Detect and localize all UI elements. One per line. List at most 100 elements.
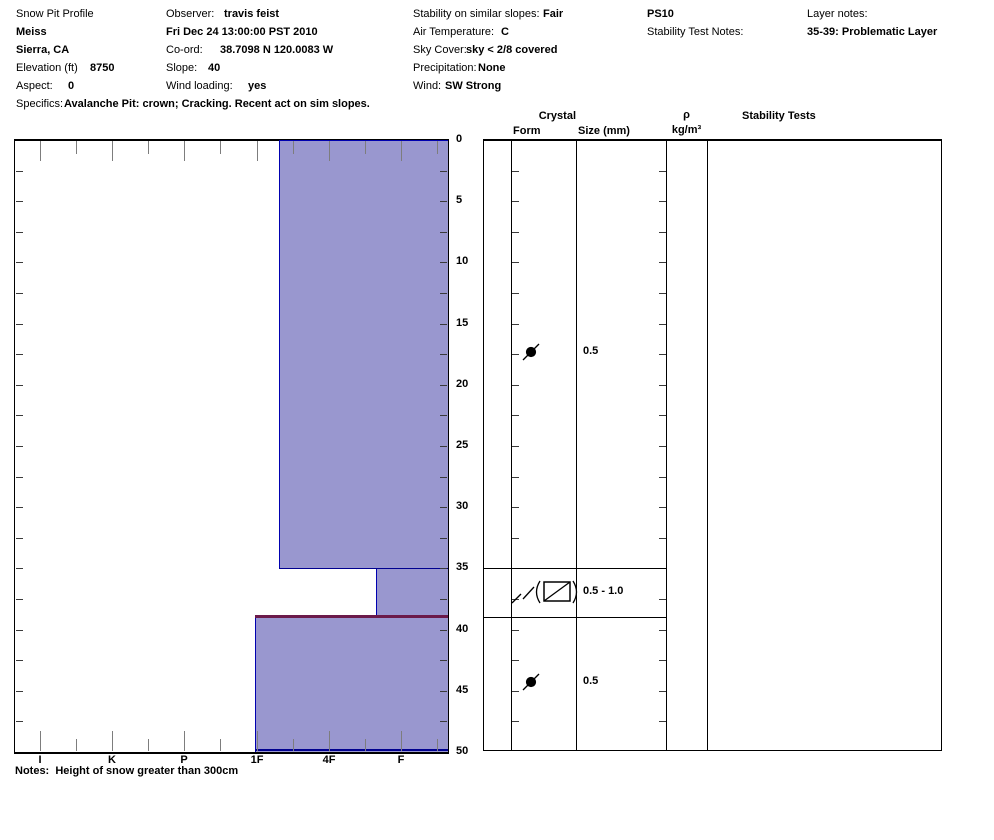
hardness-axis-label: 1F	[250, 754, 264, 766]
hardness-axis-label: K	[108, 754, 116, 766]
elevation-label: Elevation (ft)	[16, 62, 78, 74]
wind-value: SW Strong	[445, 80, 502, 92]
depth-tick-panel-right-rail	[659, 293, 666, 294]
depth-axis-label: 45	[456, 684, 469, 696]
layer-boundary-35cm	[279, 568, 448, 569]
layer-bottom-line-50cm	[255, 749, 448, 751]
hardness-major-tick-top	[184, 141, 185, 161]
hardness-minor-tick-top	[437, 141, 438, 154]
hardness-major-tick-bottom	[401, 731, 402, 751]
specifics-label: Specifics:	[16, 98, 64, 110]
depth-tick-panel-right-rail	[659, 599, 666, 600]
depth-tick-panel-left-rail	[512, 201, 519, 202]
depth-tick-panel-right-rail	[659, 507, 666, 508]
depth-tick-plot-right	[440, 507, 447, 508]
depth-tick-plot-right	[440, 568, 447, 569]
hardness-minor-tick-bottom	[437, 739, 438, 751]
hardness-major-tick-top	[40, 141, 41, 161]
depth-tick-panel-right-rail	[659, 721, 666, 722]
stability-similar-value: Fair	[543, 8, 564, 20]
depth-tick-panel-left-rail	[512, 293, 519, 294]
precipitation-value: None	[478, 62, 506, 74]
depth-tick-plot-right	[440, 691, 447, 692]
crystal-rounded-grain-slash-icon	[522, 343, 540, 361]
depth-tick-panel-left-rail	[512, 507, 519, 508]
depth-tick-panel-left-rail	[512, 691, 519, 692]
depth-axis-label: 10	[456, 255, 469, 267]
notes-line: Notes: Height of snow greater than 300cm	[15, 765, 239, 777]
hardness-axis-label: I	[38, 754, 42, 766]
panel-density-stability-divider	[707, 140, 708, 750]
depth-tick-panel-left-rail	[512, 171, 519, 172]
depth-tick-panel-left-rail	[512, 660, 519, 661]
report-title: Snow Pit Profile	[16, 8, 94, 20]
hardness-minor-tick-top	[293, 141, 294, 154]
depth-tick-panel-left-rail	[512, 630, 519, 631]
coord-label: Co-ord:	[166, 44, 203, 56]
hardness-major-tick-top	[329, 141, 330, 161]
aspect-label: Aspect:	[16, 80, 53, 92]
depth-tick-plot-right	[440, 599, 447, 600]
sky-cover-label: Sky Cover:	[413, 44, 467, 56]
snow-layer-bar-3	[255, 617, 448, 752]
depth-tick-plot-right	[440, 293, 447, 294]
panel-row-boundary-line	[483, 617, 666, 618]
depth-tick-panel-right-rail	[659, 446, 666, 447]
snow-layer-bar-2	[376, 568, 448, 617]
crystal-rounded-grain-slash-icon	[522, 673, 540, 691]
depth-tick-plot-left	[16, 599, 23, 600]
elevation-value: 8750	[90, 62, 115, 74]
depth-tick-plot-right	[440, 385, 447, 386]
depth-tick-panel-right-rail	[659, 324, 666, 325]
depth-axis-label: 20	[456, 378, 469, 390]
density-header-units: kg/m³	[671, 124, 702, 136]
depth-tick-plot-left	[16, 201, 23, 202]
depth-tick-plot-right	[440, 477, 447, 478]
crystal-header-line2: Form	[513, 125, 541, 137]
depth-tick-plot-left	[16, 538, 23, 539]
depth-axis-label: 25	[456, 439, 469, 451]
hardness-axis-label: P	[180, 754, 188, 766]
depth-tick-plot-left	[16, 262, 23, 263]
depth-tick-panel-left-rail	[512, 538, 519, 539]
size-column-header: Size (mm)	[578, 125, 630, 137]
depth-tick-plot-right	[440, 630, 447, 631]
grain-size-value: 0.5	[583, 675, 599, 687]
grain-size-value: 0.5	[583, 345, 599, 357]
depth-tick-panel-right-rail	[659, 630, 666, 631]
depth-tick-plot-right	[440, 721, 447, 722]
crystal-mixed-facets-icon	[511, 580, 578, 604]
depth-axis-label: 40	[456, 623, 469, 635]
depth-axis-label: 5	[456, 194, 463, 206]
observer-value: travis feist	[224, 8, 280, 20]
depth-tick-panel-left-rail	[512, 477, 519, 478]
depth-tick-panel-left-rail	[512, 415, 519, 416]
depth-tick-plot-left	[16, 477, 23, 478]
hardness-major-tick-top	[257, 141, 258, 161]
hardness-major-tick-bottom	[257, 731, 258, 751]
hardness-major-tick-top	[112, 141, 113, 161]
sky-cover-value: sky < 2/8 covered	[466, 44, 558, 56]
depth-tick-panel-left-rail	[512, 262, 519, 263]
depth-tick-panel-left-rail	[512, 385, 519, 386]
depth-tick-panel-right-rail	[659, 691, 666, 692]
depth-tick-panel-left-rail	[512, 354, 519, 355]
panel-form-size-divider	[576, 140, 577, 750]
hardness-major-tick-bottom	[329, 731, 330, 751]
region-name: Sierra, CA	[16, 44, 70, 56]
hardness-axis-label: F	[397, 754, 405, 766]
problematic-layer-line-39cm	[255, 615, 448, 618]
panel-depth-rail-line	[511, 140, 512, 750]
hardness-minor-tick-top	[76, 141, 77, 154]
stability-tests-header: Stability Tests	[742, 110, 816, 122]
depth-tick-plot-left	[16, 507, 23, 508]
depth-tick-panel-right-rail	[659, 262, 666, 263]
depth-tick-panel-right-rail	[659, 171, 666, 172]
depth-tick-plot-right	[440, 232, 447, 233]
depth-tick-panel-right-rail	[659, 660, 666, 661]
hardness-major-tick-top	[401, 141, 402, 161]
depth-tick-panel-right-rail	[659, 232, 666, 233]
depth-tick-panel-right-rail	[659, 477, 666, 478]
depth-axis-label: 35	[456, 561, 469, 573]
depth-tick-plot-right	[440, 171, 447, 172]
